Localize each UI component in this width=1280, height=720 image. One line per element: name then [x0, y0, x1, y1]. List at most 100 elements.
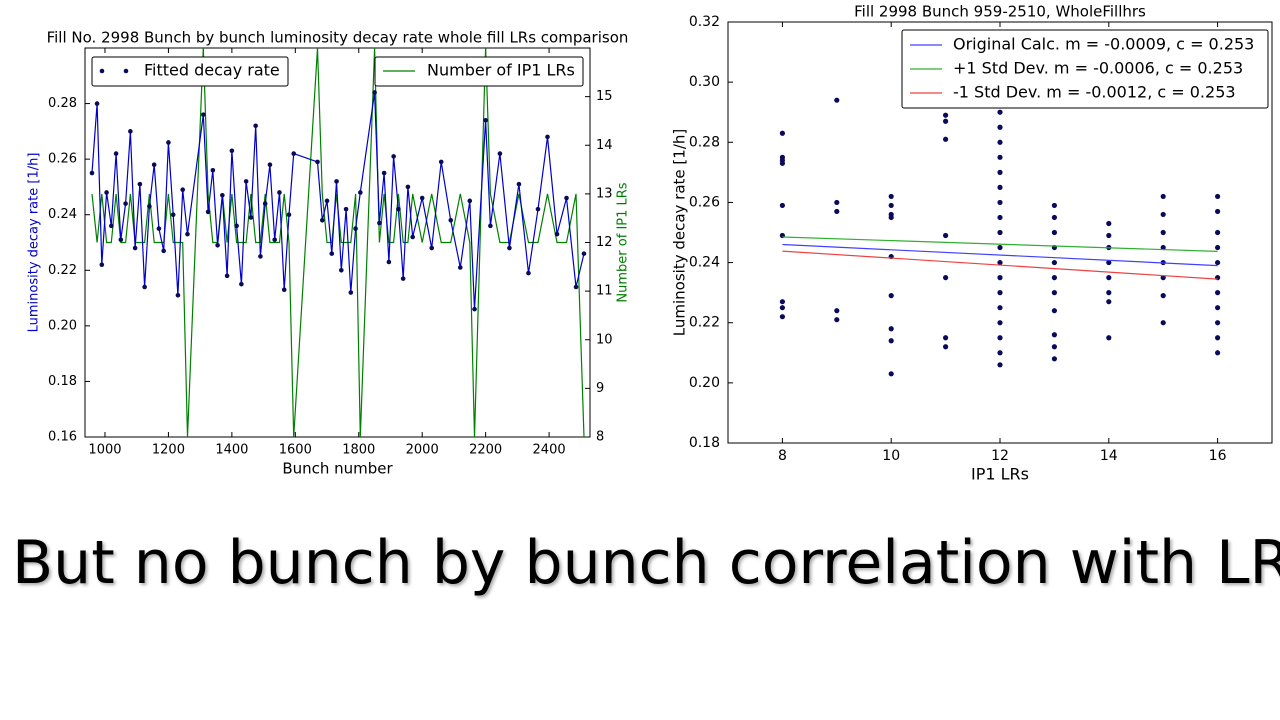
data-point	[834, 317, 840, 323]
data-point	[507, 245, 512, 251]
y-tick-label: 0.22	[689, 315, 720, 331]
chart-title: Fill 2998 Bunch 959-2510, WholeFillhrs	[854, 3, 1146, 21]
data-point	[166, 140, 171, 145]
y2-tick-label: 13	[596, 186, 613, 201]
data-point	[888, 193, 894, 200]
data-point	[391, 154, 396, 159]
y-axis-label: Luminosity decay rate [1/h]	[27, 153, 42, 333]
y2-tick-label: 10	[596, 332, 613, 347]
data-point	[467, 198, 473, 204]
data-point	[997, 275, 1003, 281]
data-point	[779, 160, 786, 166]
fit-line	[782, 236, 1218, 252]
data-point	[997, 109, 1003, 115]
data-point	[1160, 275, 1166, 281]
data-point	[997, 305, 1003, 311]
legend-marker	[123, 68, 129, 74]
y-tick-label: 0.26	[689, 194, 720, 210]
data-point	[1215, 193, 1221, 200]
data-point	[137, 181, 143, 187]
data-point	[1215, 290, 1221, 296]
x-tick-label: 1800	[342, 443, 375, 458]
data-point	[1106, 232, 1112, 239]
data-point	[386, 259, 392, 265]
data-point	[997, 229, 1003, 236]
data-point	[339, 267, 344, 273]
data-point	[1160, 293, 1166, 299]
data-point	[151, 162, 157, 167]
series-line	[91, 48, 585, 437]
legend-box	[901, 29, 1269, 109]
data-point	[1160, 193, 1166, 200]
data-point	[329, 251, 335, 256]
y2-tick-label: 9	[596, 381, 604, 396]
x-tick-label: 8	[778, 448, 787, 464]
data-point	[248, 215, 254, 220]
data-point	[943, 344, 949, 350]
data-point	[943, 275, 949, 281]
y2-tick-label: 8	[596, 430, 604, 445]
data-point	[109, 223, 114, 229]
data-point	[410, 234, 415, 240]
data-point	[267, 162, 273, 167]
data-point	[779, 130, 786, 136]
data-point	[1051, 214, 1057, 221]
y-tick-label: 0.24	[689, 255, 720, 271]
y2-tick-label: 11	[596, 284, 613, 299]
data-point	[396, 206, 401, 212]
data-point	[997, 259, 1003, 266]
x-tick-label: 2200	[469, 443, 502, 458]
data-point	[224, 273, 230, 279]
data-point	[262, 201, 268, 206]
data-point	[104, 190, 109, 195]
legend-marker	[99, 68, 105, 74]
data-point	[997, 139, 1003, 145]
data-point	[142, 284, 147, 290]
data-point	[997, 362, 1003, 368]
legend-box	[374, 56, 584, 87]
data-point	[277, 190, 282, 195]
data-point	[419, 195, 425, 201]
series-line	[91, 92, 585, 310]
data-point	[834, 208, 840, 215]
y-tick-label: 0.28	[689, 134, 720, 150]
x-axis-label: Bunch number	[282, 460, 393, 478]
x-tick-label: 1600	[279, 443, 312, 458]
y2-tick-label: 14	[596, 138, 613, 153]
data-point	[258, 254, 263, 259]
data-point	[779, 314, 786, 320]
data-point	[1160, 244, 1166, 251]
data-point	[1051, 229, 1057, 236]
data-point	[128, 129, 133, 134]
data-point	[573, 284, 579, 290]
data-point	[353, 226, 358, 231]
data-point	[472, 306, 477, 312]
data-point	[220, 192, 225, 198]
data-point	[438, 159, 444, 165]
data-point	[535, 206, 541, 212]
data-point	[123, 201, 128, 206]
fit-line	[782, 243, 1218, 267]
data-point	[1215, 305, 1221, 311]
data-point	[1215, 208, 1221, 215]
data-point	[89, 170, 95, 176]
y-tick-label: 0.18	[689, 435, 720, 451]
y-tick-label: 0.22	[48, 263, 77, 278]
data-point	[147, 204, 152, 209]
data-point	[234, 223, 239, 229]
data-point	[834, 199, 840, 206]
data-point	[1051, 356, 1057, 362]
data-point	[997, 335, 1003, 341]
chart-title: Fill No. 2998 Bunch by bunch luminosity …	[47, 29, 629, 47]
data-point	[483, 117, 488, 123]
data-point	[272, 237, 277, 243]
data-point	[400, 276, 406, 281]
data-point	[1106, 335, 1112, 341]
data-point	[291, 151, 297, 156]
x-tick-label: 10	[882, 448, 900, 464]
x-tick-label: 1200	[152, 443, 185, 458]
data-point	[888, 326, 894, 332]
data-point	[1215, 320, 1221, 326]
data-point	[779, 305, 786, 311]
data-point	[94, 101, 100, 106]
